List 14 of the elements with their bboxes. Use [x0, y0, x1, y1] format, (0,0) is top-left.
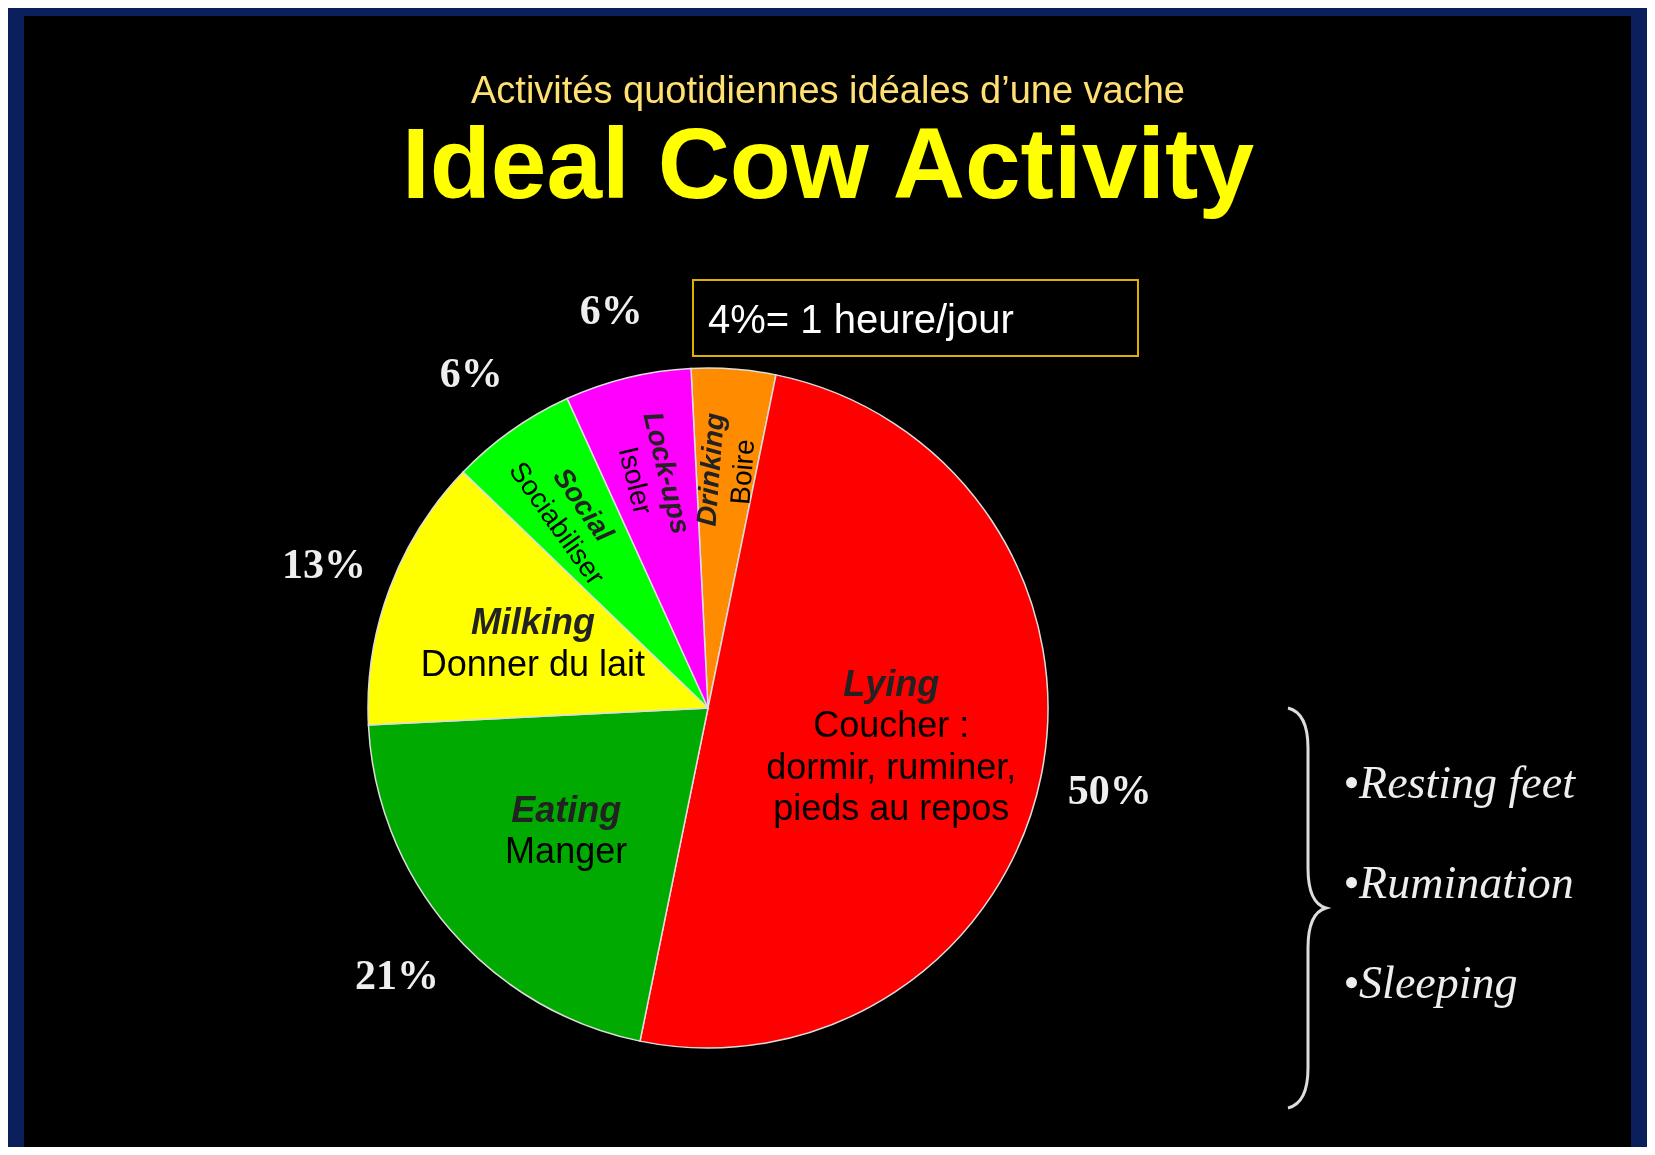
data-label: 13%: [282, 541, 367, 588]
data-label: 21%: [355, 952, 439, 999]
slice-label: Lying Coucher : dormir, ruminer, pieds au repos: [766, 662, 1017, 829]
text: •Rumination: [1343, 857, 1574, 908]
slice-label: Drinking Boire: [690, 411, 761, 528]
text: •Resting feet: [1343, 757, 1577, 808]
data-label: 50%: [1067, 766, 1152, 813]
data-label: 6%: [579, 286, 643, 333]
slice-label: Eating Manger: [505, 788, 628, 872]
slice-label: Milking Donner du lait: [420, 601, 645, 684]
data-label: 6%: [439, 350, 503, 397]
text: 4%= 1 heure/jour: [708, 297, 1014, 341]
text: •Sleeping: [1343, 957, 1518, 1008]
chart-subtitle: Activités quotidiennes idéales d’une vache: [470, 69, 1186, 111]
